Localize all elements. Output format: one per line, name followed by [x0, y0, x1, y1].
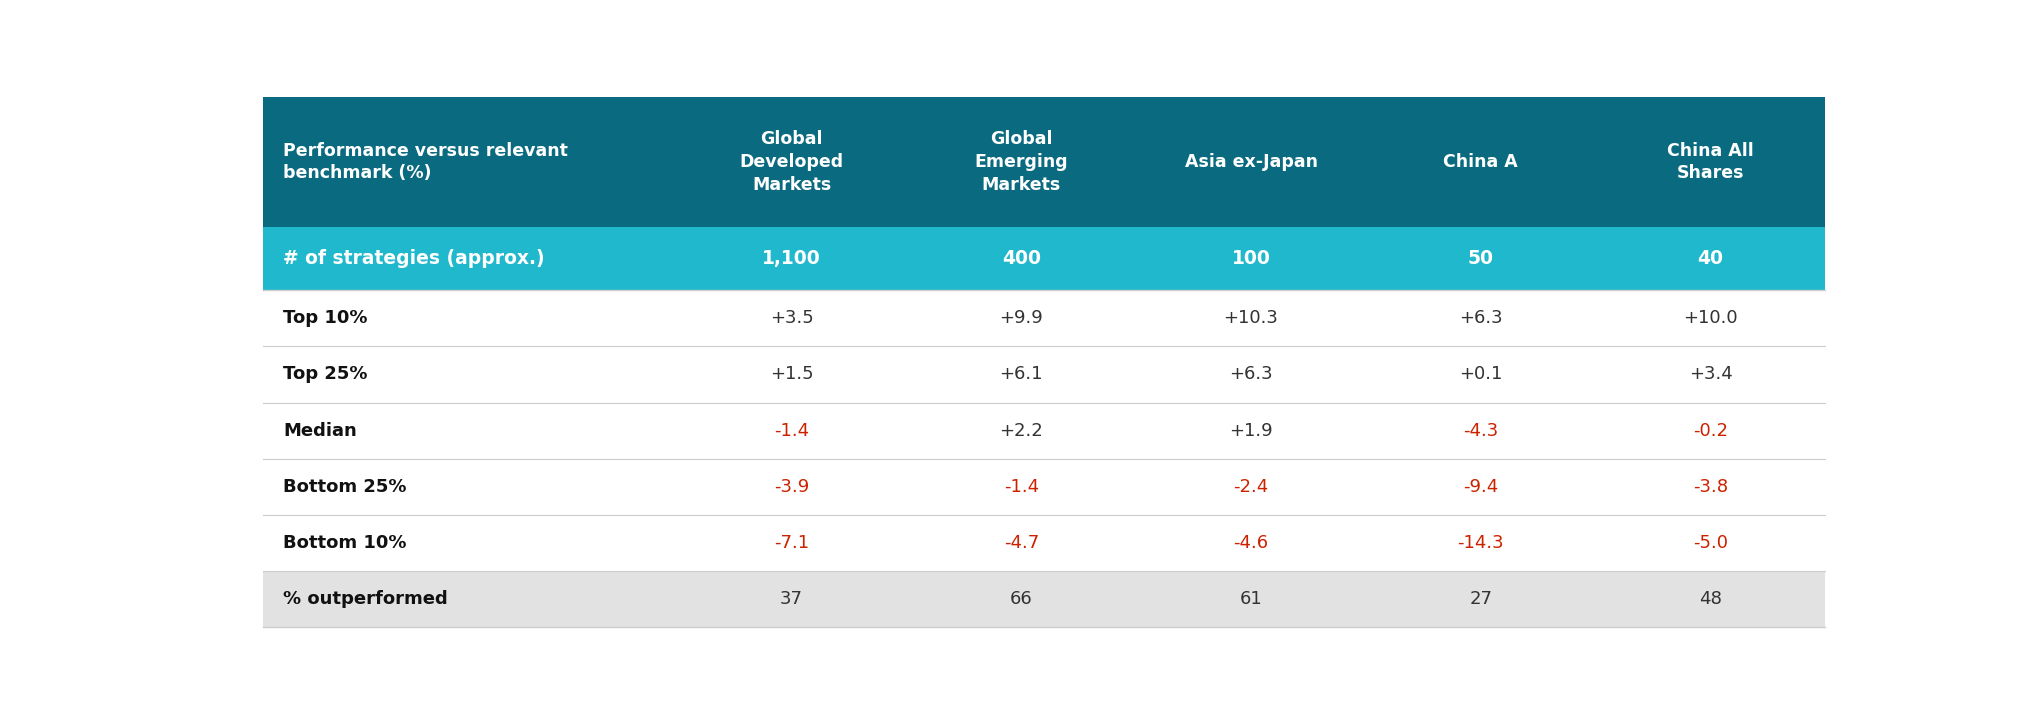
Bar	[1137, 515, 1367, 571]
Bar	[1595, 290, 1825, 346]
Text: +1.5: +1.5	[770, 366, 813, 384]
Text: +1.9: +1.9	[1228, 422, 1273, 440]
Text: -4.7: -4.7	[1004, 534, 1039, 552]
Text: -2.4: -2.4	[1234, 478, 1269, 495]
Text: # of strategies (approx.): # of strategies (approx.)	[283, 249, 544, 268]
Bar	[263, 402, 676, 459]
Bar	[1137, 290, 1367, 346]
Bar	[1137, 571, 1367, 627]
Text: Performance versus relevant
benchmark (%): Performance versus relevant benchmark (%…	[283, 141, 568, 182]
Text: +6.3: +6.3	[1458, 309, 1503, 328]
Bar	[263, 290, 676, 346]
Text: +3.5: +3.5	[770, 309, 813, 328]
Bar	[906, 515, 1137, 571]
Bar	[1367, 97, 1595, 227]
Bar	[1137, 227, 1367, 290]
Bar	[1137, 346, 1367, 402]
Bar	[906, 290, 1137, 346]
Bar	[676, 459, 906, 515]
Text: +9.9: +9.9	[1000, 309, 1043, 328]
Text: 50: 50	[1469, 249, 1493, 268]
Text: 61: 61	[1241, 590, 1263, 608]
Text: Bottom 10%: Bottom 10%	[283, 534, 407, 552]
Bar	[1367, 227, 1595, 290]
Text: 27: 27	[1469, 590, 1493, 608]
Text: 1,100: 1,100	[762, 249, 821, 268]
Bar	[1367, 402, 1595, 459]
Bar	[1595, 346, 1825, 402]
Text: -1.4: -1.4	[774, 422, 809, 440]
Text: -4.6: -4.6	[1234, 534, 1269, 552]
Text: +10.0: +10.0	[1683, 309, 1738, 328]
Text: +6.1: +6.1	[1000, 366, 1043, 384]
Bar	[1595, 402, 1825, 459]
Bar	[1595, 227, 1825, 290]
Bar	[676, 402, 906, 459]
Bar	[1137, 459, 1367, 515]
Bar	[263, 459, 676, 515]
Bar	[1367, 346, 1595, 402]
Bar	[1137, 97, 1367, 227]
Bar	[263, 571, 676, 627]
Text: Global
Emerging
Markets: Global Emerging Markets	[974, 130, 1067, 194]
Text: Top 25%: Top 25%	[283, 366, 367, 384]
Text: Top 10%: Top 10%	[283, 309, 367, 328]
Text: 100: 100	[1232, 249, 1271, 268]
Text: -9.4: -9.4	[1463, 478, 1499, 495]
Text: -3.9: -3.9	[774, 478, 809, 495]
Text: +3.4: +3.4	[1689, 366, 1731, 384]
Text: +6.3: +6.3	[1228, 366, 1273, 384]
Bar	[1137, 402, 1367, 459]
Bar	[676, 571, 906, 627]
Bar	[906, 346, 1137, 402]
Text: -4.3: -4.3	[1463, 422, 1499, 440]
Text: -5.0: -5.0	[1693, 534, 1727, 552]
Text: +10.3: +10.3	[1224, 309, 1279, 328]
Text: 66: 66	[1010, 590, 1033, 608]
Text: 48: 48	[1699, 590, 1721, 608]
Text: -1.4: -1.4	[1004, 478, 1039, 495]
Bar	[1595, 97, 1825, 227]
Bar	[676, 290, 906, 346]
Text: +0.1: +0.1	[1458, 366, 1503, 384]
Text: -3.8: -3.8	[1693, 478, 1727, 495]
Text: -14.3: -14.3	[1458, 534, 1503, 552]
Bar	[906, 459, 1137, 515]
Bar	[263, 515, 676, 571]
Bar	[263, 227, 676, 290]
Bar	[906, 97, 1137, 227]
Bar	[676, 515, 906, 571]
Bar	[1595, 515, 1825, 571]
Text: +2.2: +2.2	[1000, 422, 1043, 440]
Bar	[906, 571, 1137, 627]
Text: 37: 37	[780, 590, 803, 608]
Bar	[1595, 459, 1825, 515]
Bar	[1367, 459, 1595, 515]
Bar	[1367, 515, 1595, 571]
Text: -0.2: -0.2	[1693, 422, 1727, 440]
Text: Bottom 25%: Bottom 25%	[283, 478, 407, 495]
Bar	[676, 227, 906, 290]
Bar	[906, 227, 1137, 290]
Bar	[263, 346, 676, 402]
Bar	[676, 97, 906, 227]
Text: 400: 400	[1002, 249, 1041, 268]
Bar	[676, 346, 906, 402]
Text: % outperformed: % outperformed	[283, 590, 448, 608]
Bar	[1367, 290, 1595, 346]
Text: Global
Developed
Markets: Global Developed Markets	[739, 130, 843, 194]
Text: 40: 40	[1697, 249, 1723, 268]
Text: -7.1: -7.1	[774, 534, 809, 552]
Bar	[906, 402, 1137, 459]
Text: China A: China A	[1444, 153, 1518, 171]
Bar	[1595, 571, 1825, 627]
Bar	[263, 97, 676, 227]
Text: China All
Shares: China All Shares	[1666, 141, 1754, 182]
Text: Asia ex-Japan: Asia ex-Japan	[1186, 153, 1318, 171]
Bar	[1367, 571, 1595, 627]
Text: Median: Median	[283, 422, 356, 440]
